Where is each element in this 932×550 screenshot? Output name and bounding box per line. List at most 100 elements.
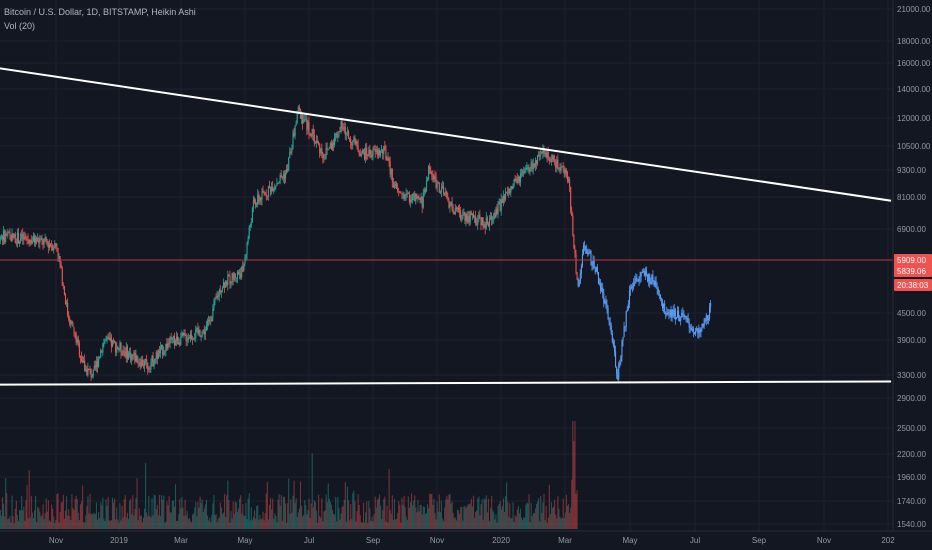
candle-body	[57, 247, 59, 257]
volume-bar	[300, 505, 303, 529]
candle-body	[651, 274, 653, 282]
candle-body	[362, 150, 365, 153]
volume-bar	[24, 520, 26, 529]
volume-bar	[242, 504, 244, 529]
volume-bar	[569, 513, 571, 529]
candle-body	[527, 167, 529, 169]
time-tick-label: Sep	[752, 536, 767, 545]
candle-body	[354, 137, 356, 145]
candle-body	[119, 342, 121, 349]
volume-bar	[509, 503, 511, 529]
candle-body	[99, 357, 101, 359]
candle-body	[486, 217, 488, 224]
candle-body	[84, 360, 86, 372]
volume-bar	[566, 505, 569, 529]
volume-bar	[380, 505, 382, 529]
volume-bar	[539, 521, 541, 529]
volume-bar	[428, 508, 430, 529]
candle-body	[177, 336, 179, 344]
candle-body	[326, 147, 328, 150]
volume-bar	[61, 501, 63, 529]
candle-body	[226, 281, 228, 286]
volume-bar	[548, 484, 550, 529]
volume-bar	[6, 493, 8, 529]
price-tick-label: 9300.00	[897, 166, 926, 175]
candle-body	[47, 242, 49, 248]
candle-body	[31, 241, 33, 244]
volume-bar	[244, 516, 246, 529]
volume-bar	[570, 507, 572, 529]
volume-bar	[302, 516, 304, 529]
candle-body	[6, 234, 8, 236]
candle-body	[635, 277, 637, 282]
volume-bar	[416, 512, 418, 529]
price-axis[interactable]: 21000.00 18000.00 16000.00 14000.00 12000.00…	[892, 0, 932, 531]
candle-body	[21, 233, 23, 239]
volume-bar	[344, 482, 346, 529]
candle-body	[231, 272, 233, 283]
volume-bar	[27, 518, 29, 529]
volume-bar	[368, 501, 370, 529]
candle-body	[555, 161, 557, 168]
candle-body	[15, 242, 17, 244]
volume-bar	[470, 498, 472, 529]
candle-body	[178, 342, 180, 344]
volume-bar	[353, 490, 355, 529]
candle-body	[223, 282, 225, 288]
volume-bar	[419, 505, 421, 529]
volume-bar	[362, 502, 365, 529]
candle-body	[428, 165, 430, 180]
candle-body	[542, 149, 544, 153]
time-axis[interactable]: Nov 2019 Mar May Jul Sep Nov 2020 Mar May Jul Sep No…	[0, 530, 932, 545]
candle-body	[302, 115, 304, 124]
volume-indicator-label: Vol (20)	[4, 21, 36, 31]
candle-body	[237, 272, 240, 275]
volume-bar	[182, 507, 184, 529]
candle-body	[120, 342, 122, 353]
candle-body	[70, 320, 72, 325]
candle-body	[23, 236, 25, 240]
candle-body	[568, 179, 570, 181]
volume-bar	[172, 500, 174, 529]
volume-bar	[162, 499, 164, 529]
candle-body	[0, 236, 2, 238]
volume-bar	[515, 516, 517, 529]
candle-body	[551, 156, 554, 159]
candle-body	[399, 191, 401, 193]
volume-bar	[447, 499, 449, 529]
candle-body	[5, 234, 7, 243]
volume-bar	[337, 497, 339, 529]
candle-body	[349, 138, 351, 140]
volume-bar	[58, 522, 60, 529]
candle-body	[665, 313, 667, 315]
candle-body	[512, 185, 514, 189]
volume-bar	[377, 498, 379, 529]
candle-body	[292, 132, 294, 150]
volume-bar	[418, 511, 420, 529]
volume-bar	[234, 501, 236, 529]
volume-bar	[263, 520, 265, 529]
candle-body	[706, 315, 708, 320]
volume-bar	[79, 504, 81, 529]
candle-body	[79, 355, 81, 358]
candle-body	[411, 199, 413, 201]
price-tick-label: 2200.00	[897, 450, 926, 459]
volume-bar	[391, 495, 393, 529]
volume-bar	[37, 506, 39, 529]
candle-body	[252, 199, 255, 208]
volume-bar	[42, 504, 44, 529]
candle-body	[616, 366, 618, 374]
volume-bar	[134, 508, 136, 529]
volume-bar	[80, 501, 83, 529]
volume-bar	[100, 502, 102, 529]
volume-bar	[163, 495, 165, 529]
volume-bar	[409, 502, 412, 529]
volume-bar	[135, 498, 137, 529]
volume-bar	[484, 499, 486, 529]
volume-bar	[507, 501, 509, 529]
candle-body	[605, 300, 607, 304]
volume-bar	[324, 510, 326, 529]
volume-bar	[76, 499, 78, 529]
candle-body	[624, 326, 626, 328]
